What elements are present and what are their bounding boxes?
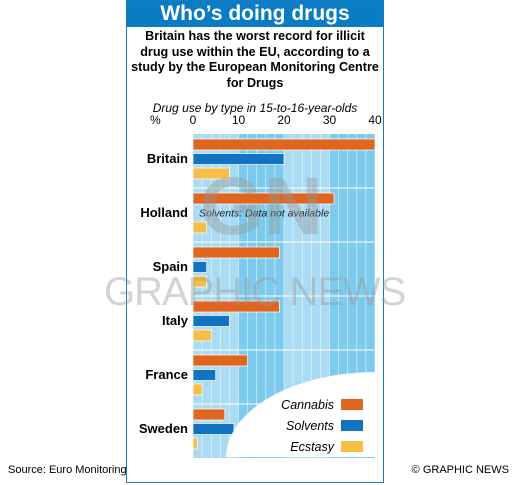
legend-swatch	[341, 441, 363, 452]
bar-cannabis	[192, 300, 280, 313]
bar-cannabis	[192, 354, 248, 367]
bar-ecstasy	[192, 167, 230, 180]
legend-label: Solvents	[286, 419, 334, 433]
category-label: Italy	[162, 313, 189, 328]
bar-cannabis	[192, 408, 226, 421]
source-credit: Source: Euro Monitoring	[8, 464, 127, 476]
category-label: Holland	[140, 205, 188, 220]
legend-swatch	[341, 399, 363, 410]
tick-label: 0	[190, 113, 197, 127]
bar-solvents	[192, 315, 230, 327]
unit-label: %	[150, 113, 161, 127]
bar-solvents	[192, 153, 285, 165]
tick-label: 10	[232, 113, 246, 127]
intro-text: Britain has the worst record for illicit…	[131, 29, 379, 90]
category-label: Spain	[153, 259, 188, 274]
bar-cannabis	[192, 246, 280, 259]
category-label: France	[145, 367, 188, 382]
data-note: Solvents: Data not available	[199, 208, 329, 220]
tick-label: 40	[368, 113, 382, 127]
watermark-text: GRAPHIC NEWS	[104, 270, 406, 314]
bar-ecstasy	[192, 329, 212, 342]
title-banner: Who’s doing drugs	[127, 1, 383, 27]
watermark-logo: GN	[200, 161, 323, 252]
category-label: Sweden	[139, 421, 188, 436]
bar-ecstasy	[192, 275, 207, 288]
bar-solvents	[192, 261, 207, 273]
bar-ecstasy	[192, 221, 207, 234]
legend-label: Cannabis	[281, 398, 334, 412]
bar-cannabis	[192, 192, 335, 205]
bar-ecstasy	[192, 383, 203, 396]
copyright-credit: © GRAPHIC NEWS	[411, 464, 509, 476]
bar-cannabis	[192, 138, 376, 151]
legend-panel	[226, 372, 375, 457]
tick-label: 30	[323, 113, 337, 127]
category-label: Britain	[147, 151, 188, 166]
tick-label: 20	[277, 113, 291, 127]
legend-label: Ecstasy	[290, 440, 335, 454]
bar-solvents	[192, 423, 235, 435]
bar-solvents	[192, 369, 217, 381]
chart-subtitle: Drug use by type in 15-to-16-year-olds	[152, 101, 358, 115]
legend-swatch	[341, 420, 363, 431]
bar-ecstasy	[192, 437, 198, 450]
